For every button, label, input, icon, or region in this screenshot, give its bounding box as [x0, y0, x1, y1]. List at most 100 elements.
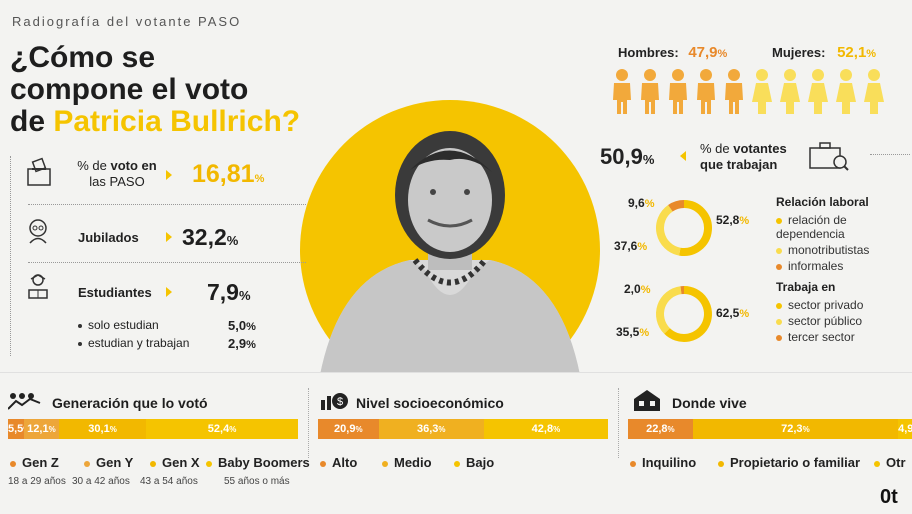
legend-item: relación de dependencia	[776, 213, 912, 241]
bar-segment-gen-z: 5,5%	[8, 419, 24, 439]
mujeres-stat: Mujeres: 52,1%	[772, 44, 876, 61]
legend-dot	[10, 461, 16, 467]
legend-item-gen-y: Gen Y	[84, 455, 133, 470]
donde-legend: Inquilino Propietario o familiar Otr	[628, 455, 912, 475]
man-icon	[725, 69, 743, 114]
hombres-stat: Hombres: 47,9%	[618, 44, 727, 61]
man-icon	[697, 69, 715, 114]
woman-icon	[836, 69, 856, 114]
separator	[28, 262, 306, 263]
relacion-title: Relación laboral	[776, 195, 912, 209]
legend-item-medio: Medio	[382, 455, 432, 470]
nivel-title: Nivel socioeconómico	[356, 395, 504, 411]
legend-age-range: 18 a 29 años	[8, 476, 66, 487]
legend-item: informales	[776, 259, 912, 273]
nivel-bar: 20,9%36,3%42,8%	[318, 419, 608, 439]
nivel-legend: Alto Medio Bajo	[318, 455, 618, 475]
legend-item-baby-boomers: Baby Boomers	[206, 455, 310, 470]
student-icon	[26, 272, 50, 305]
man-icon	[641, 69, 659, 114]
house-icon	[632, 388, 662, 417]
donut-relacion-label-dependencia: 52,8%	[716, 213, 749, 227]
woman-icon	[752, 69, 772, 114]
donde-bar: 22,8%72,3%4,9%	[628, 419, 912, 439]
legend-dot	[320, 461, 326, 467]
bar-segment-alto: 20,9%	[318, 419, 379, 439]
legend-item-gen-z: Gen Z	[10, 455, 59, 470]
legend-item: sector privado	[776, 298, 863, 312]
arrow-icon	[166, 170, 172, 180]
generation-icon	[8, 391, 42, 416]
donut-trabaja-en	[654, 284, 714, 344]
sub-stat-solo: solo estudian	[78, 318, 159, 332]
sub-stat-solo-value: 5,0%	[228, 318, 256, 333]
donut-slice-sector-privado	[667, 290, 708, 338]
bar-value-label: 20,9	[334, 423, 355, 435]
jubilados-label: Jubilados	[78, 230, 139, 245]
bar-segment-gen-x: 30,1%	[59, 419, 146, 439]
bar-segment-gen-y: 12,1%	[24, 419, 59, 439]
woman-icon	[780, 69, 800, 114]
senior-icon	[26, 218, 50, 249]
bar-segment-propietario-o-familiar: 72,3%	[693, 419, 898, 439]
legend-item-inquilino: Inquilino	[630, 455, 696, 470]
legend-dot	[874, 461, 880, 467]
bar-value-label: 22,8	[646, 423, 667, 435]
dotted-line	[870, 154, 910, 155]
vertical-divider	[308, 388, 309, 458]
svg-text:$: $	[337, 396, 343, 408]
voto-value: 16,81%	[192, 160, 264, 189]
man-icon	[613, 69, 631, 114]
legend-item-gen-x: Gen X	[150, 455, 200, 470]
legend-item-otr: Otr	[874, 455, 906, 470]
people-icons	[608, 68, 908, 116]
money-icon: $	[320, 388, 348, 417]
vertical-divider	[618, 388, 619, 458]
legend-item-bajo: Bajo	[454, 455, 494, 470]
page-title: ¿Cómo se compone el voto de Patricia Bul…	[10, 42, 300, 138]
bar-segment-inquilino: 22,8%	[628, 419, 693, 439]
woman-icon	[864, 69, 884, 114]
sub-stat-trabajan-value: 2,9%	[228, 336, 256, 351]
arrow-left-icon	[680, 151, 686, 161]
donut-slice-monotributistas	[660, 208, 680, 251]
donut-relacion	[654, 198, 714, 258]
estudiantes-value: 7,9%	[207, 279, 251, 306]
legend-age-range: 55 años o más	[224, 476, 290, 487]
separator	[28, 204, 306, 205]
man-icon	[669, 69, 687, 114]
bar-value-label: 30,1	[88, 423, 109, 435]
portrait-area	[300, 100, 600, 375]
trabaja-title: Trabaja en	[776, 280, 863, 294]
generacion-title: Generación que lo votó	[52, 395, 208, 411]
trabajan-value: 50,9%	[600, 144, 654, 170]
legend-item-propietario-o-familiar: Propietario o familiar	[718, 455, 860, 470]
bar-segment-baby-boomers: 52,4%	[146, 419, 298, 439]
arrow-icon	[166, 287, 172, 297]
donut-slice-informales	[670, 204, 684, 208]
relacion-legend: Relación laboral relación de dependencia…	[776, 195, 912, 275]
bar-value-label: 36,3	[417, 423, 438, 435]
legend-item: tercer sector	[776, 330, 863, 344]
bar-value-label: 12,1	[27, 423, 48, 435]
donut-trabaja-label-publico: 35,5%	[616, 325, 649, 339]
legend-dot	[454, 461, 460, 467]
donut-relacion-label-informales: 9,6%	[628, 196, 654, 210]
bar-value-label: 4,9	[898, 423, 912, 435]
sub-stat-trabajan: estudian y trabajan	[78, 336, 189, 350]
legend-dot	[206, 461, 212, 467]
trabaja-legend: Trabaja en sector privado sector público…	[776, 280, 863, 346]
legend-dot	[718, 461, 724, 467]
bar-value-label: 42,8	[532, 423, 553, 435]
bar-value-label: 52,4	[208, 423, 229, 435]
vertical-dotted-line	[10, 156, 11, 356]
donde-title: Donde vive	[672, 395, 747, 411]
woman-icon	[808, 69, 828, 114]
legend-item-alto: Alto	[320, 455, 357, 470]
jubilados-value: 32,2%	[182, 224, 238, 251]
bar-segment-medio: 36,3%	[379, 419, 484, 439]
legend-age-range: 43 a 54 años	[140, 476, 198, 487]
